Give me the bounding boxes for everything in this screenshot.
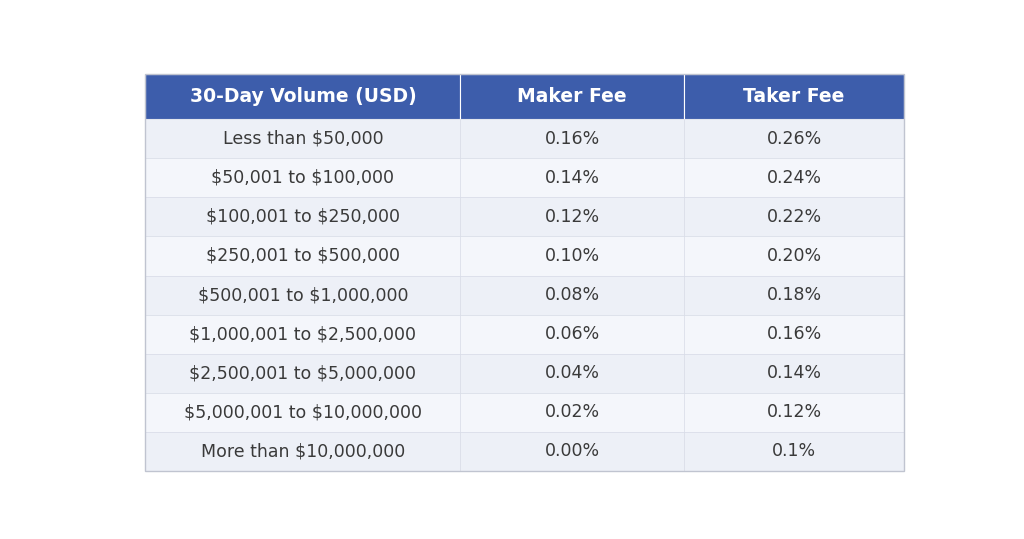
Text: Less than \$50,000: Less than \$50,000	[222, 130, 383, 148]
Bar	[461, 120, 684, 158]
Text: \$100,001 to \$250,000: \$100,001 to \$250,000	[206, 208, 400, 226]
Text: 0.12%: 0.12%	[545, 208, 600, 226]
Text: More than \$10,000,000: More than \$10,000,000	[201, 442, 406, 460]
Text: Taker Fee: Taker Fee	[743, 87, 845, 106]
Bar	[684, 315, 904, 354]
Bar	[684, 120, 904, 158]
Bar	[684, 275, 904, 315]
Text: 0.00%: 0.00%	[545, 442, 600, 460]
Bar	[461, 74, 684, 120]
Text: 30-Day Volume (USD): 30-Day Volume (USD)	[189, 87, 417, 106]
Bar	[461, 354, 684, 392]
Bar	[684, 432, 904, 471]
Text: 0.10%: 0.10%	[545, 247, 600, 265]
Text: 0.22%: 0.22%	[767, 208, 821, 226]
Bar	[684, 197, 904, 237]
Bar	[145, 432, 461, 471]
Text: 0.12%: 0.12%	[767, 403, 821, 421]
Bar	[145, 197, 461, 237]
Bar	[145, 315, 461, 354]
Text: \$250,001 to \$500,000: \$250,001 to \$500,000	[206, 247, 400, 265]
Bar	[461, 315, 684, 354]
Text: 0.08%: 0.08%	[545, 286, 600, 304]
Text: 0.24%: 0.24%	[767, 169, 821, 187]
Text: \$500,001 to \$1,000,000: \$500,001 to \$1,000,000	[198, 286, 409, 304]
Bar	[145, 158, 461, 197]
Bar	[684, 158, 904, 197]
Text: 0.02%: 0.02%	[545, 403, 600, 421]
Bar	[145, 275, 461, 315]
Text: Maker Fee: Maker Fee	[517, 87, 627, 106]
Bar	[461, 275, 684, 315]
Text: \$50,001 to \$100,000: \$50,001 to \$100,000	[211, 169, 394, 187]
Text: 0.20%: 0.20%	[767, 247, 821, 265]
Bar	[461, 432, 684, 471]
Bar	[145, 74, 461, 120]
Text: \$5,000,001 to \$10,000,000: \$5,000,001 to \$10,000,000	[184, 403, 422, 421]
Text: \$1,000,001 to \$2,500,000: \$1,000,001 to \$2,500,000	[189, 325, 417, 343]
Bar	[145, 237, 461, 275]
Bar	[145, 120, 461, 158]
Bar	[684, 392, 904, 432]
Bar	[461, 158, 684, 197]
Text: 0.14%: 0.14%	[767, 364, 821, 382]
Bar	[461, 237, 684, 275]
Text: 0.16%: 0.16%	[545, 130, 600, 148]
Bar	[684, 237, 904, 275]
Text: 0.16%: 0.16%	[767, 325, 821, 343]
Text: 0.18%: 0.18%	[767, 286, 821, 304]
Text: 0.1%: 0.1%	[772, 442, 816, 460]
Bar	[145, 354, 461, 392]
Bar	[145, 392, 461, 432]
Text: 0.26%: 0.26%	[767, 130, 821, 148]
Text: 0.14%: 0.14%	[545, 169, 600, 187]
Text: \$2,500,001 to \$5,000,000: \$2,500,001 to \$5,000,000	[189, 364, 417, 382]
Text: 0.06%: 0.06%	[545, 325, 600, 343]
Text: 0.04%: 0.04%	[545, 364, 600, 382]
Bar	[684, 74, 904, 120]
Bar	[461, 197, 684, 237]
Bar	[461, 392, 684, 432]
Bar	[684, 354, 904, 392]
